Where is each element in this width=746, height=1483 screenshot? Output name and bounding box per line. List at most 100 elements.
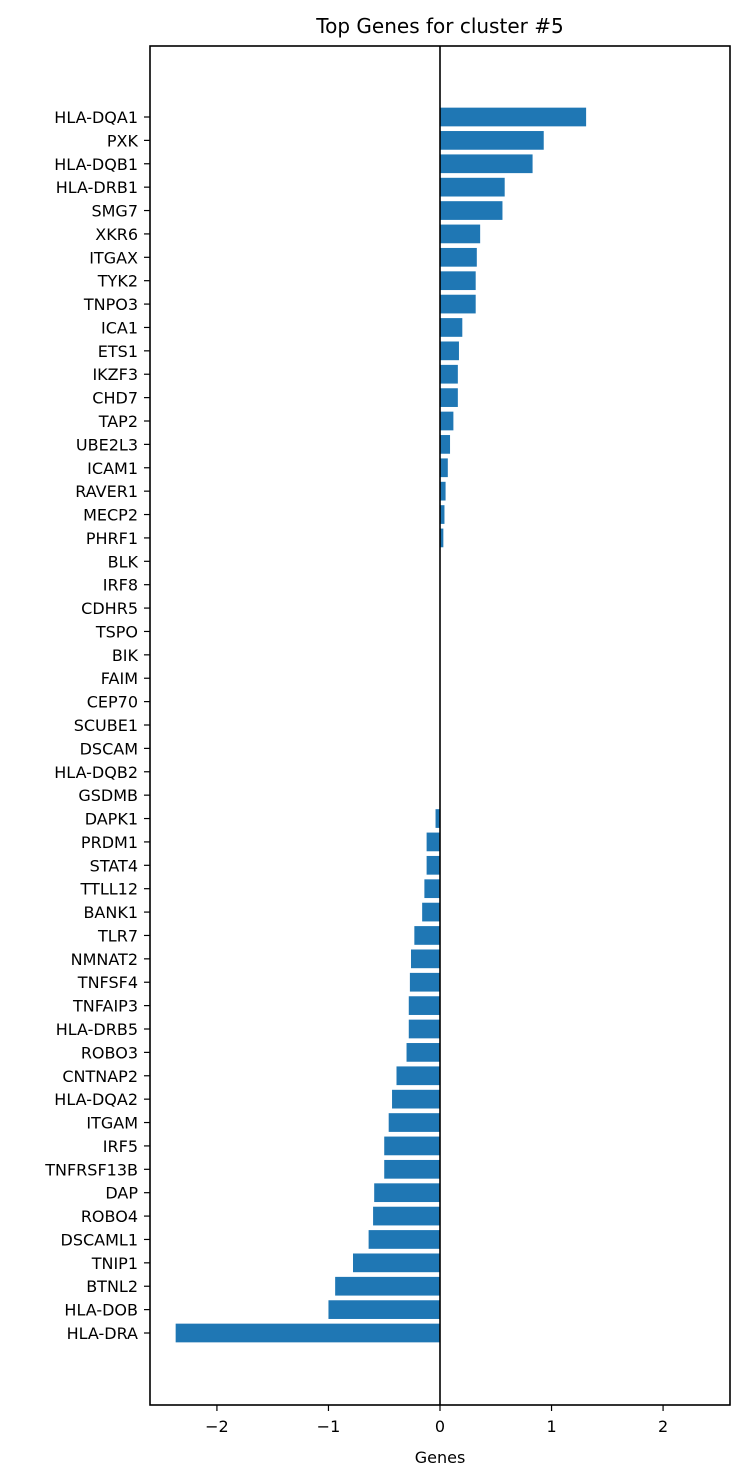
bar-phrf1	[440, 528, 444, 548]
y-tick-label: FAIM	[101, 669, 138, 688]
y-tick-label: TLR7	[97, 926, 138, 945]
bar-btnl2	[335, 1276, 440, 1296]
bar-nmnat2	[411, 949, 440, 969]
bar-tnpo3	[440, 294, 476, 314]
x-tick-label: 2	[658, 1417, 668, 1436]
bar-raver1	[440, 481, 446, 501]
x-tick-label: 1	[546, 1417, 556, 1436]
bar-robo3	[406, 1043, 440, 1062]
bar-bank1	[422, 902, 440, 922]
y-tick-label: ROBO4	[81, 1207, 138, 1226]
bar-prdm1	[426, 832, 440, 852]
bar-tnfrsf13b	[384, 1159, 440, 1179]
y-tick-label: ICAM1	[87, 459, 138, 478]
bar-icam1	[440, 458, 448, 478]
bar-hla-drb1	[440, 177, 505, 197]
y-tick-label: HLA-DRB5	[56, 1020, 138, 1039]
y-tick-label: BANK1	[83, 903, 138, 922]
y-tick-label: HLA-DQB2	[54, 763, 138, 782]
y-tick-label: NMNAT2	[71, 950, 138, 969]
y-tick-label: PRDM1	[81, 833, 138, 852]
bar-xkr6	[440, 224, 481, 244]
y-tick-label: HLA-DRA	[67, 1324, 138, 1343]
y-tick-label: DSCAML1	[61, 1230, 139, 1249]
y-tick-label: TNPO3	[83, 295, 138, 314]
y-tick-label: BTNL2	[86, 1277, 138, 1296]
bar-stat4	[426, 855, 440, 875]
y-tick-label: HLA-DQB1	[54, 155, 138, 174]
bar-ikzf3	[440, 364, 458, 384]
y-tick-label: CHD7	[92, 389, 138, 408]
bar-group	[175, 107, 587, 1343]
bar-itgax	[440, 247, 477, 267]
y-tick-label: MECP2	[83, 506, 138, 525]
bar-tnfsf4	[409, 972, 440, 992]
bar-chd7	[440, 388, 458, 407]
y-tick-label: TSPO	[95, 622, 138, 641]
y-tick-label: TNIP1	[91, 1254, 138, 1273]
y-tick-label: DAPK1	[85, 810, 138, 829]
y-tick-label: TNFSF4	[77, 973, 138, 992]
y-tick-label: CNTNAP2	[62, 1067, 138, 1086]
bar-ets1	[440, 341, 459, 361]
y-tick-label: ROBO3	[81, 1043, 138, 1062]
y-tick-label: TNFAIP3	[72, 997, 138, 1016]
y-tick-label: HLA-DRB1	[56, 178, 138, 197]
bar-tyk2	[440, 271, 476, 291]
y-tick-label: ITGAX	[89, 248, 138, 267]
y-tick-label: IKZF3	[92, 365, 138, 384]
bar-hla-dqb1	[440, 154, 533, 174]
x-tick-label: −1	[317, 1417, 341, 1436]
bar-hla-drb5	[408, 1019, 440, 1039]
bar-irf5	[384, 1136, 440, 1156]
y-tick-label: CEP70	[87, 693, 138, 712]
bar-ube2l3	[440, 435, 451, 454]
bar-tlr7	[414, 926, 440, 945]
y-tick-label: ETS1	[98, 342, 138, 361]
bar-hla-dqa1	[440, 107, 587, 127]
bar-dap	[374, 1183, 440, 1203]
bar-mecp2	[440, 505, 445, 524]
y-tick-label: PHRF1	[86, 529, 138, 548]
chart-title: Top Genes for cluster #5	[315, 14, 563, 38]
bar-itgam	[388, 1113, 440, 1132]
y-tick-label: TAP2	[98, 412, 138, 431]
y-tick-label: SCUBE1	[74, 716, 138, 735]
y-axis: HLA-DQA1 PXK HLA-DQB1 HLA-DRB1 SMG7 XKR6 ITGAX…	[44, 108, 150, 1343]
y-tick-label: IRF5	[103, 1137, 138, 1156]
bar-dapk1	[435, 809, 440, 828]
x-axis-label: Genes	[415, 1448, 466, 1467]
bar-hla-dob	[328, 1300, 440, 1319]
y-tick-label: STAT4	[90, 856, 138, 875]
x-axis: −2 −1 0 1 2	[205, 1405, 668, 1436]
bar-tap2	[440, 411, 454, 431]
y-tick-label: BIK	[112, 646, 139, 665]
bar-robo4	[373, 1206, 440, 1226]
bar-hla-dqa2	[392, 1089, 440, 1109]
y-tick-label: ICA1	[101, 318, 138, 337]
bar-cntnap2	[396, 1066, 440, 1086]
y-tick-label: PXK	[107, 131, 139, 150]
y-tick-label: HLA-DQA2	[54, 1090, 138, 1109]
y-tick-label: ITGAM	[86, 1114, 138, 1133]
y-tick-label: HLA-DOB	[64, 1301, 138, 1320]
bar-hla-dra	[175, 1323, 440, 1343]
bar-tnip1	[353, 1253, 440, 1273]
bar-pxk	[440, 131, 544, 150]
y-tick-label: TNFRSF13B	[44, 1160, 138, 1179]
y-tick-label: DSCAM	[80, 739, 138, 758]
bar-dscaml1	[368, 1230, 440, 1249]
y-tick-label: UBE2L3	[76, 435, 138, 454]
y-tick-label: TTLL12	[80, 880, 138, 899]
x-tick-label: −2	[205, 1417, 229, 1436]
x-tick-label: 0	[435, 1417, 445, 1436]
y-tick-label: CDHR5	[81, 599, 138, 618]
bar-smg7	[440, 201, 503, 220]
y-tick-label: TYK2	[97, 272, 138, 291]
y-tick-label: BLK	[108, 552, 139, 571]
y-tick-label: XKR6	[95, 225, 138, 244]
y-tick-label: GSDMB	[78, 786, 138, 805]
bar-ica1	[440, 318, 463, 337]
bar-tnfaip3	[408, 996, 440, 1015]
